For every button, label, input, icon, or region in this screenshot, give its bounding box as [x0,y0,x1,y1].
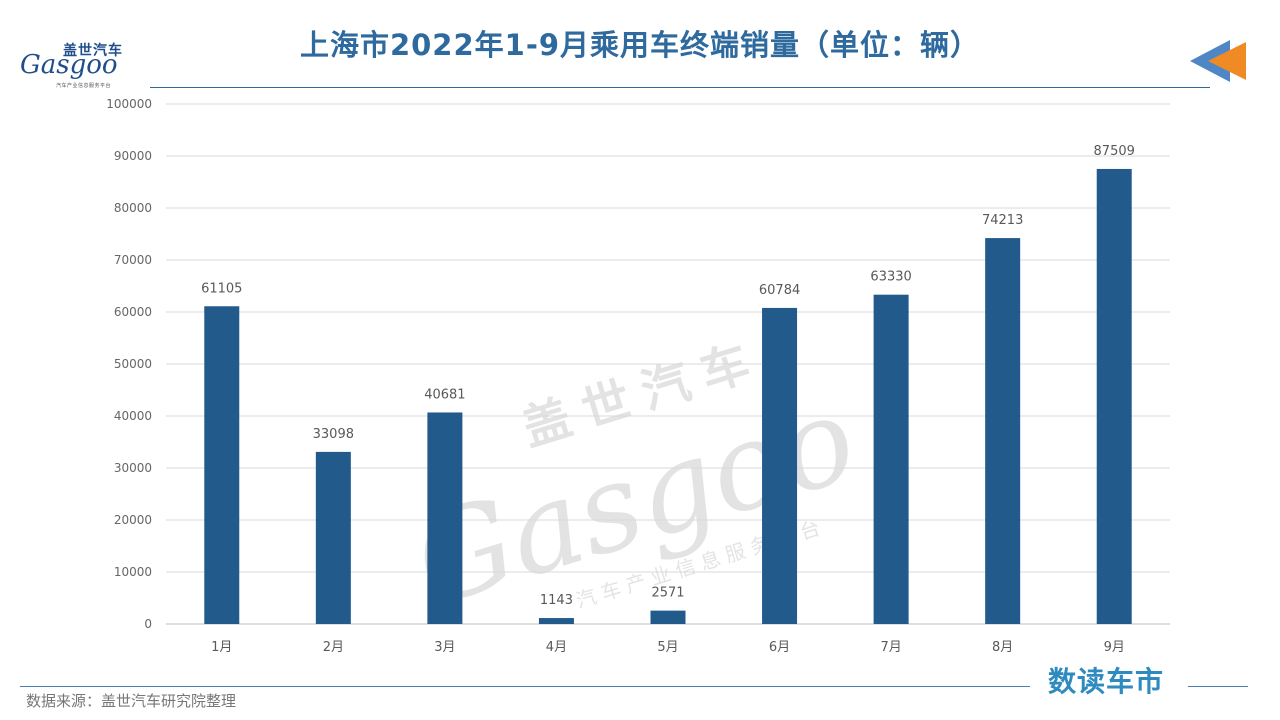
data-label: 2571 [651,586,684,601]
data-label: 33098 [313,427,354,442]
x-tick-label: 4月 [546,640,567,655]
y-tick-label: 0 [144,617,152,631]
data-label: 63330 [870,270,911,285]
bar [315,451,351,624]
x-tick-label: 6月 [769,640,790,655]
x-tick-label: 2月 [323,640,344,655]
data-label: 60784 [759,283,800,298]
y-tick-label: 20000 [114,513,152,527]
data-label: 40681 [424,387,465,402]
footer-divider-left [20,686,1030,687]
data-label: 74213 [982,213,1023,228]
gasgoo-logo: 盖世汽车 Gasgoo 汽车产业信息服务平台 [18,40,143,95]
x-tick-label: 8月 [992,640,1013,655]
bar [1096,168,1132,625]
data-label: 87509 [1094,144,1135,159]
logo-cn-text: 盖世汽车 [63,43,123,59]
bar [985,238,1021,624]
bar [204,306,240,624]
y-tick-label: 10000 [114,565,152,579]
footer-divider-right [1188,686,1248,687]
y-tick-label: 30000 [114,461,152,475]
data-source-note: 数据来源：盖世汽车研究院整理 [26,692,237,710]
x-tick-label: 7月 [880,640,901,655]
y-tick-label: 100000 [106,97,152,111]
data-label: 61105 [201,281,242,296]
y-tick-label: 70000 [114,253,152,267]
bar [427,412,463,624]
chart-title: 上海市2022年1-9月乘用车终端销量（单位：辆） [299,28,981,62]
y-tick-label: 90000 [114,149,152,163]
data-label: 1143 [540,593,573,608]
x-tick-label: 9月 [1104,640,1125,655]
bar [538,618,574,624]
bar [873,294,909,624]
bar [762,307,798,624]
y-tick-label: 60000 [114,305,152,319]
bar [650,610,686,624]
x-tick-label: 3月 [434,640,455,655]
y-tick-label: 40000 [114,409,152,423]
brand-text: 数读车市 [1048,665,1165,698]
logo-sub-text: 汽车产业信息服务平台 [56,83,112,89]
y-tick-label: 80000 [114,201,152,215]
corner-arrow-icon [1190,40,1246,82]
y-tick-label: 50000 [114,357,152,371]
x-tick-label: 1月 [211,640,232,655]
logo-en-text: Gasgoo [20,50,118,80]
x-tick-label: 5月 [657,640,678,655]
title-divider [150,87,1210,88]
